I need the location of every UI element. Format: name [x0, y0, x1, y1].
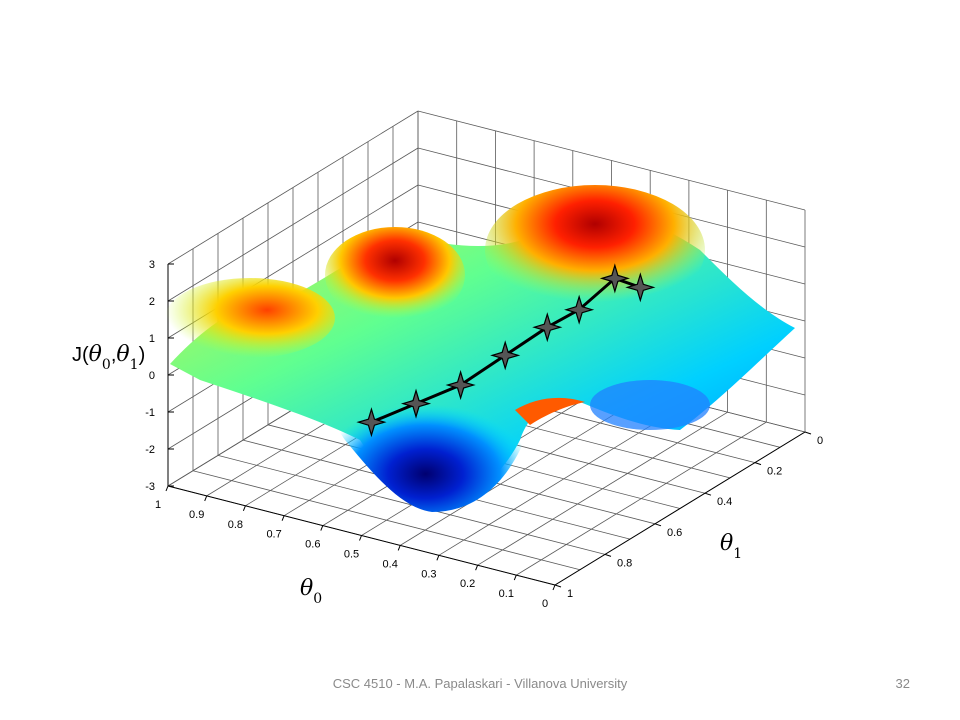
footer-text: CSC 4510 - M.A. Papalaskari - Villanova …	[332, 676, 628, 691]
surface-peak-center	[325, 227, 465, 323]
z-axis-ticks: 3 2 1 0 -1 -2 -3	[145, 259, 174, 493]
descent-step-marker	[564, 294, 595, 325]
descent-step-marker	[356, 407, 387, 438]
theta0-tick-mark	[359, 535, 362, 541]
theta0-tick-label: 0.3	[421, 568, 436, 580]
theta1-tick-mark	[604, 553, 612, 557]
theta0-tick-mark	[475, 565, 479, 571]
theta1-tick-mark	[804, 431, 812, 435]
theta0-tick-label: 0.9	[189, 509, 204, 521]
descent-step-marker	[490, 340, 521, 371]
theta0-tick-mark	[513, 574, 517, 581]
surface-valley	[328, 385, 523, 512]
theta0-axis-label: θ0	[300, 576, 322, 607]
z-axis-label: J(θ0,θ1)	[72, 342, 145, 373]
theta0-tick-mark	[204, 495, 208, 502]
theta1-tick-label: 1	[567, 588, 573, 600]
surface-fold	[515, 397, 585, 425]
theta1-tick-label: 0.4	[717, 496, 732, 508]
theta1-tick-mark	[704, 492, 712, 496]
z-tick-label: 0	[149, 370, 155, 382]
z-tick-label: 3	[149, 259, 155, 271]
descent-step-marker	[445, 369, 476, 401]
theta1-axis-label: θ1	[720, 531, 742, 562]
theta0-tick-label: 0.8	[228, 519, 243, 531]
descent-step-marker	[599, 263, 630, 294]
theta0-axis-ticks: 0 0.1 0.2 0.3 0.4 0.5 0.6 0.7 0.8 0.9 1	[155, 485, 556, 610]
theta1-tick-label: 0.8	[617, 557, 632, 569]
descent-step-marker	[625, 272, 656, 303]
theta0-tick-mark	[281, 515, 285, 521]
theta1-axis-ticks: 0 0.2 0.4 0.6 0.8 1	[554, 431, 823, 600]
descent-step-marker	[400, 388, 432, 419]
z-tick-label: 1	[149, 333, 155, 345]
theta0-tick-mark	[242, 505, 246, 511]
theta1-tick-label: 0.2	[767, 466, 782, 478]
theta0-tick-label: 0.4	[383, 558, 398, 570]
theta0-tick-mark	[397, 545, 401, 551]
z-tick-label: -1	[145, 407, 155, 419]
theta1-tick-mark	[754, 462, 762, 466]
z-tick-label: -3	[145, 481, 155, 493]
theta0-tick-mark	[165, 485, 169, 492]
descent-step-marker	[532, 312, 563, 343]
theta0-tick-label: 0.6	[305, 539, 320, 551]
z-tick-label: 2	[149, 296, 155, 308]
theta0-tick-mark	[552, 584, 556, 591]
cost-surface	[165, 185, 795, 512]
theta0-tick-mark	[436, 555, 440, 561]
theta0-tick-label: 0.5	[344, 549, 359, 561]
theta1-tick-label: 0.6	[667, 527, 682, 539]
theta0-tick-label: 0.7	[266, 529, 281, 541]
surface-left-bump	[165, 278, 335, 358]
theta1-tick-mark	[654, 523, 662, 527]
z-tick-label: -2	[145, 444, 155, 456]
theta1-tick-label: 0	[817, 435, 823, 447]
theta0-tick-label: 1	[155, 499, 161, 511]
surface-peak-right	[485, 185, 705, 315]
theta0-tick-label: 0	[542, 598, 548, 610]
theta0-tick-label: 0.2	[460, 578, 475, 590]
theta1-tick-mark	[554, 584, 562, 588]
page-number: 32	[895, 676, 910, 691]
descent-path-line	[370, 276, 641, 424]
surface-right-dip	[590, 380, 710, 430]
theta0-tick-label: 0.1	[499, 588, 514, 600]
gradient-descent-path	[356, 263, 656, 438]
theta0-tick-mark	[320, 525, 324, 531]
